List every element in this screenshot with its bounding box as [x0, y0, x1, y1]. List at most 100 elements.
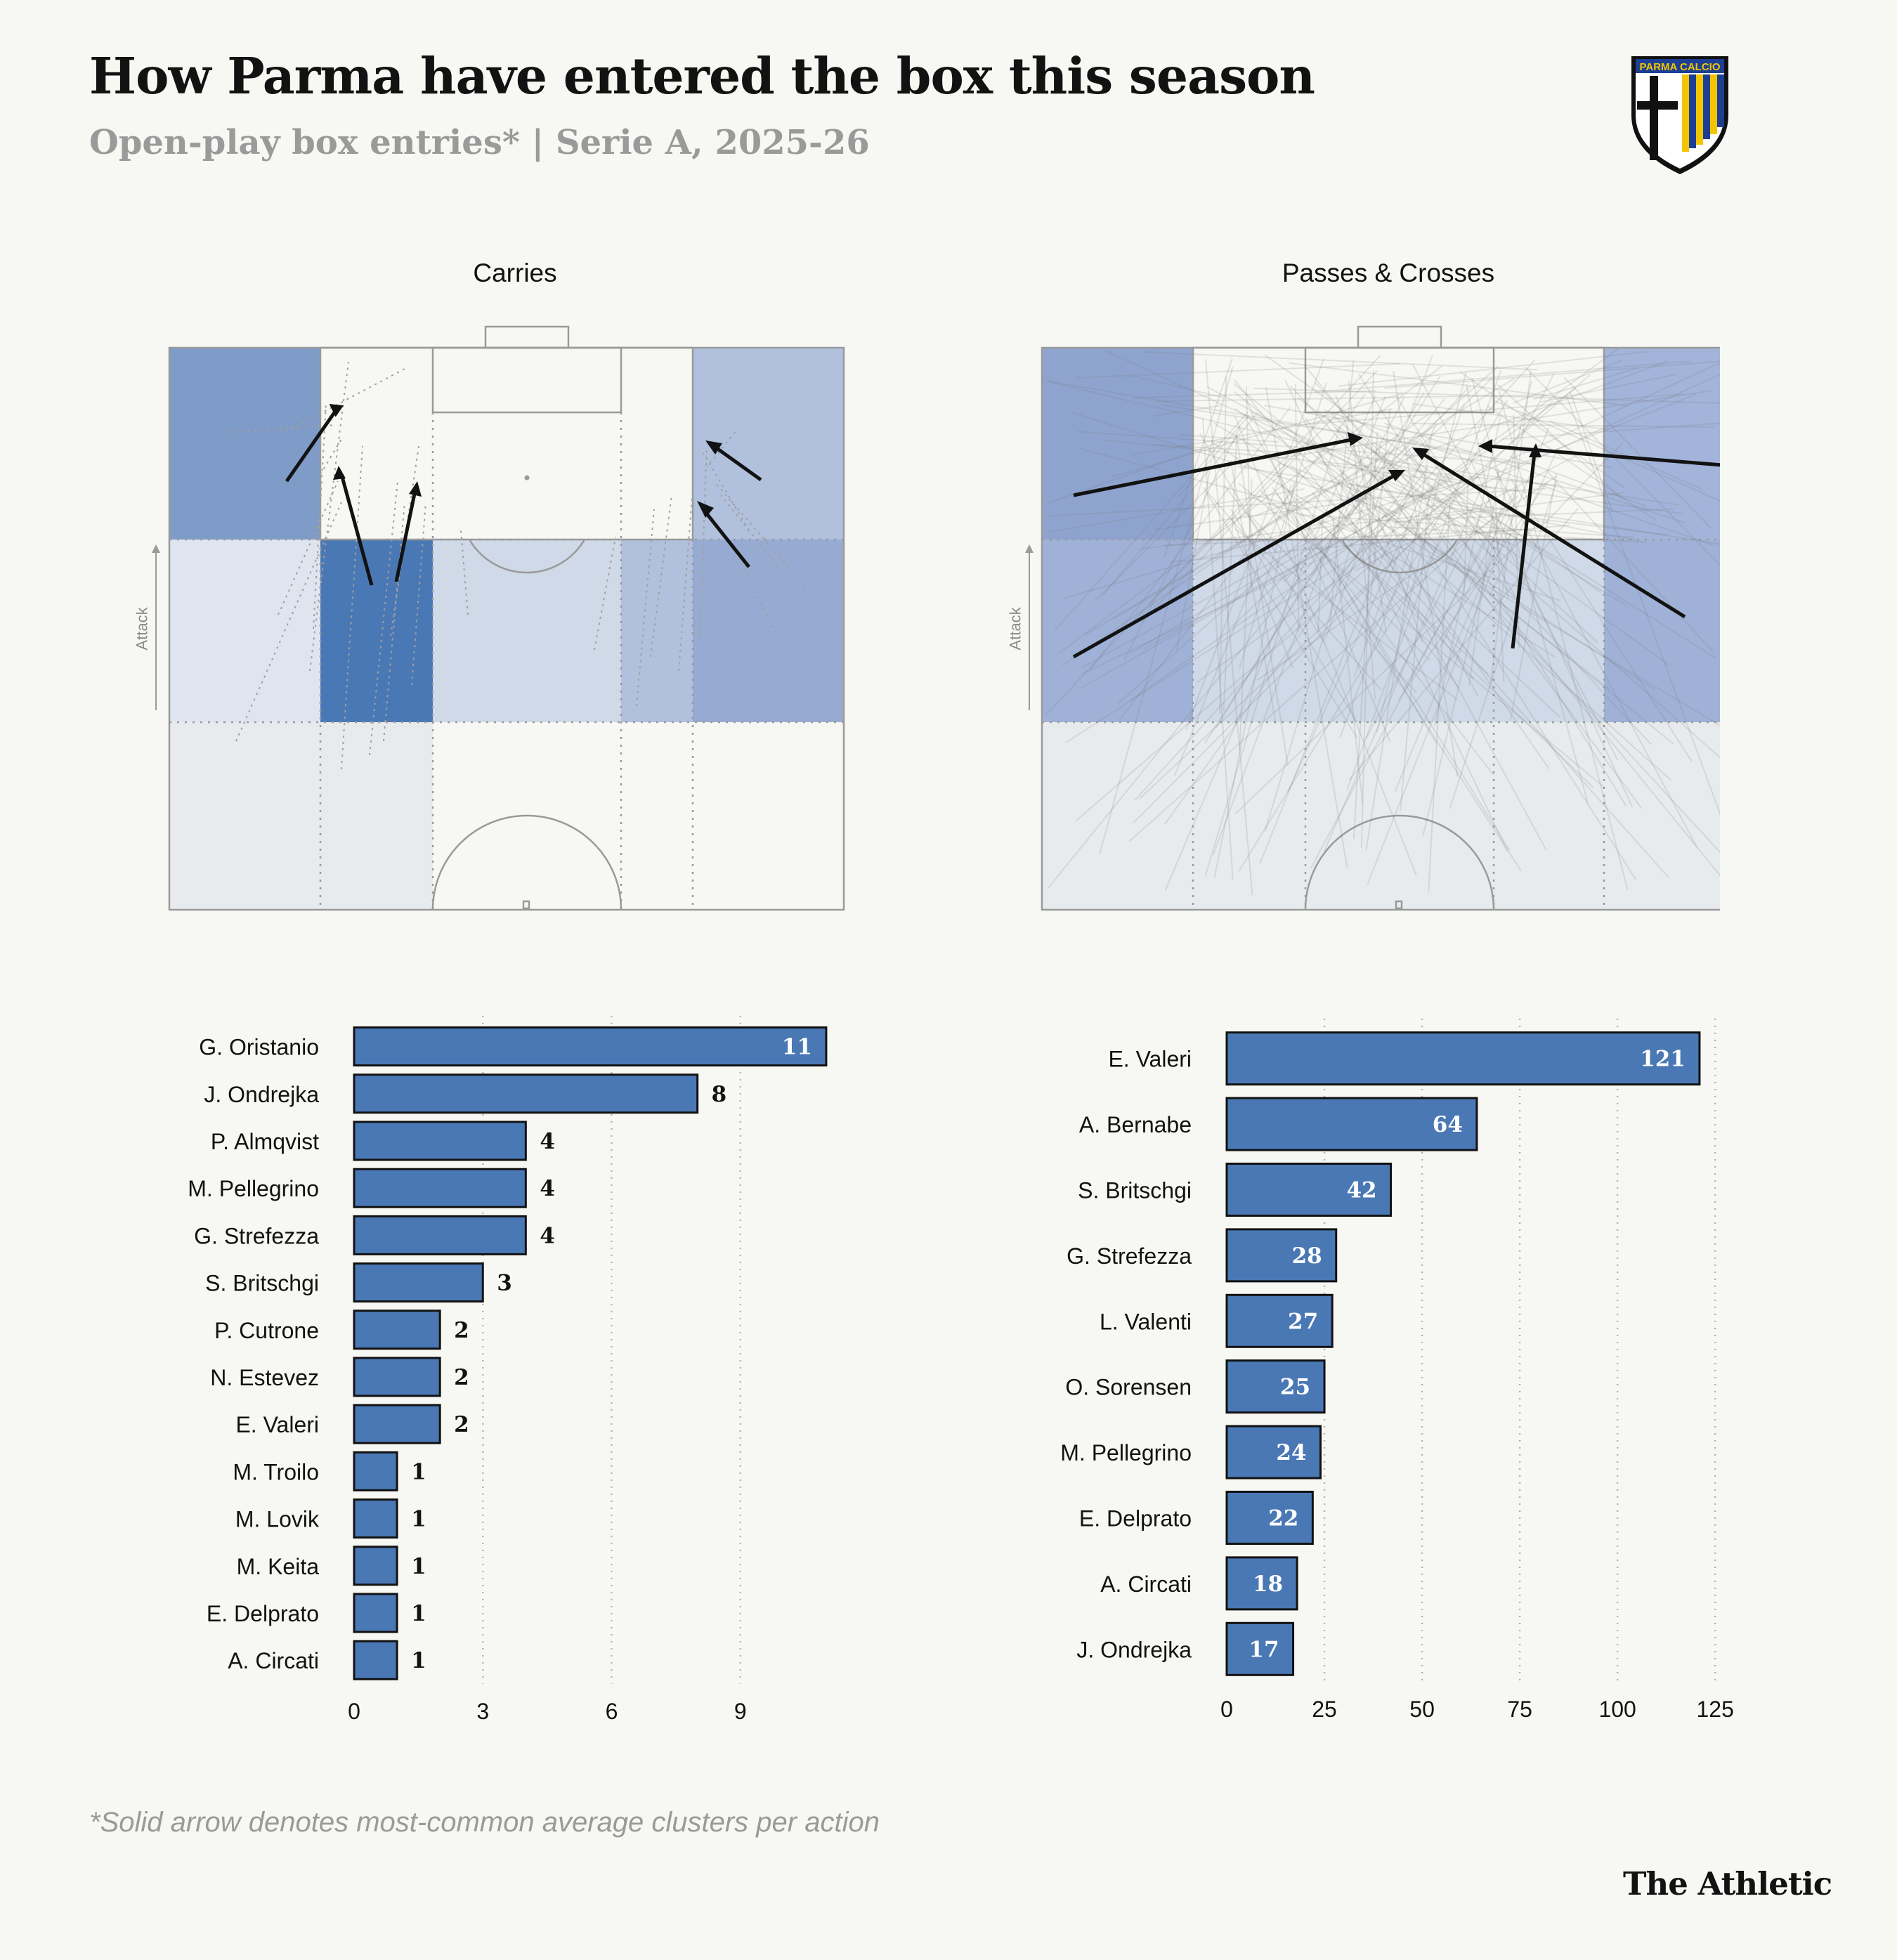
pass-trail	[1062, 476, 1479, 600]
x-tick-label: 100	[1598, 1697, 1636, 1722]
pass-trail	[1510, 473, 1558, 720]
pass-trail	[1279, 482, 1594, 789]
pass-trail	[1486, 405, 1657, 522]
pass-trail	[1284, 379, 1508, 852]
pass-trail	[1215, 392, 1425, 729]
pass-trail	[1354, 451, 1584, 572]
zone-box	[1193, 348, 1604, 540]
bar	[1225, 1359, 1326, 1414]
value-label: 1	[411, 1554, 426, 1579]
pass-trail	[1075, 374, 1591, 822]
pass-trail	[1423, 508, 1675, 521]
zone-box	[320, 348, 693, 540]
bar	[353, 1640, 398, 1680]
pass-trail	[1312, 396, 1405, 577]
pass-trail	[1297, 397, 1670, 667]
pass-trail	[1235, 433, 1289, 766]
zone-right-wing-mid	[693, 540, 844, 722]
pass-trail	[1206, 386, 1506, 548]
pass-trail	[1289, 362, 1629, 407]
category-label: L. Valenti	[1100, 1309, 1192, 1334]
pass-trail	[1317, 516, 1324, 632]
pass-trail	[1153, 444, 1303, 455]
value-label: 3	[497, 1271, 512, 1296]
value-label: 1	[411, 1601, 426, 1626]
pass-trail	[1204, 358, 1253, 896]
pass-trail	[1313, 360, 1690, 393]
value-label: 17	[1249, 1637, 1279, 1662]
pass-trail	[1275, 492, 1494, 776]
pass-trail	[1443, 373, 1720, 503]
pass-trail	[1489, 371, 1532, 684]
category-label: G. Strefezza	[1067, 1243, 1192, 1269]
category-label: P. Cutrone	[214, 1318, 319, 1343]
category-label: N. Estevez	[210, 1365, 319, 1390]
pass-trail	[1234, 407, 1482, 580]
pass-trail	[1498, 391, 1629, 891]
pass-trail	[1339, 403, 1466, 738]
zone-right-half-space	[621, 540, 693, 722]
pass-trail	[1139, 507, 1494, 550]
pass-trail	[1400, 490, 1430, 811]
bar	[1225, 1491, 1314, 1545]
pass-trail	[1264, 405, 1612, 469]
carries-bar-chart: 0 3 6 9G. Oristanio 11J. Ondrejka 8P. Almqvis…	[188, 1016, 828, 1724]
pass-trail	[1310, 516, 1498, 869]
pass-trail	[1248, 423, 1438, 745]
pass-trail	[1081, 525, 1337, 669]
bar	[1225, 1228, 1338, 1283]
pass-trail	[1047, 398, 1446, 889]
pass-trail	[1352, 431, 1378, 839]
pass-trail	[1306, 461, 1683, 515]
pass-trail	[1049, 488, 1305, 533]
parma-crest-logo: PARMA CALCIO	[1631, 56, 1728, 174]
pass-trail	[1251, 411, 1541, 551]
value-label: 1	[411, 1459, 426, 1484]
zone-left-deep	[169, 722, 320, 910]
pass-trail	[1380, 506, 1479, 697]
carry-arrowheads	[329, 404, 722, 518]
pass-trail	[1265, 387, 1348, 868]
pass-trail	[1548, 420, 1704, 491]
pass-trail	[1329, 360, 1355, 623]
pass-trail	[1230, 377, 1493, 629]
pass-trail	[1461, 516, 1598, 643]
category-label: M. Keita	[237, 1554, 320, 1579]
pass-trail	[1175, 459, 1213, 652]
pass-trail	[1102, 412, 1259, 596]
pass-trail	[1085, 447, 1396, 636]
category-label: S. Britschgi	[1078, 1178, 1192, 1203]
pass-trail	[1338, 470, 1548, 851]
pass-trail	[1204, 375, 1442, 744]
bar	[353, 1073, 699, 1114]
pass-trail	[1078, 467, 1468, 691]
zone-centre	[1193, 540, 1604, 722]
pass-trail	[1311, 491, 1461, 690]
zone-left-deep-half	[320, 722, 433, 910]
carries-pitch	[168, 325, 845, 911]
pass-trail	[1563, 377, 1712, 530]
pass-trail	[1120, 393, 1366, 719]
bar	[1225, 1621, 1295, 1676]
bar	[1225, 1425, 1322, 1479]
pass-trail	[1154, 499, 1362, 530]
x-tick-label: 0	[1220, 1697, 1233, 1722]
pass-trail	[1099, 366, 1234, 854]
bar	[1225, 1293, 1334, 1348]
bar	[353, 1451, 398, 1491]
pass-trail	[1048, 488, 1546, 517]
pass-trail	[1493, 466, 1697, 847]
pass-trail	[1272, 487, 1522, 872]
pass-trail	[1402, 488, 1516, 691]
pass-trail	[1237, 466, 1720, 545]
value-label: 1	[411, 1507, 426, 1532]
pass-trail	[1133, 400, 1553, 824]
pass-trail	[1394, 515, 1511, 792]
passes-attack-arrow-icon	[1025, 544, 1034, 710]
pass-trail	[1113, 377, 1515, 620]
pass-trail	[1134, 359, 1536, 801]
zone-gridlines	[1042, 538, 1720, 910]
pass-trail	[1218, 377, 1227, 714]
pass-trail	[1497, 384, 1624, 501]
category-label: A. Circati	[1100, 1572, 1192, 1597]
